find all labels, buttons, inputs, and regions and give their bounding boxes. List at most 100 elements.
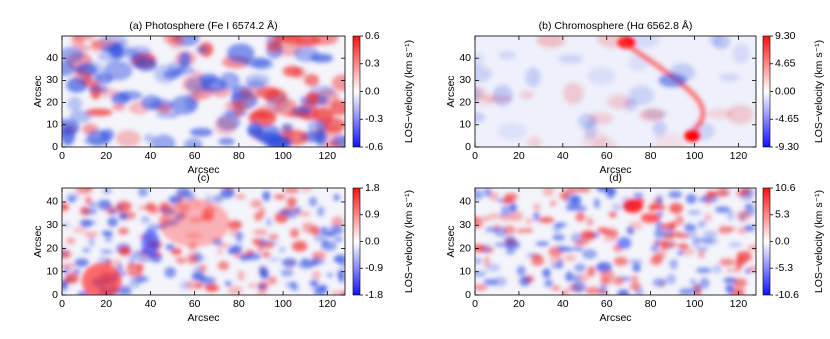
texture-blob <box>535 241 550 247</box>
plot-frame <box>61 35 346 148</box>
texture-blob <box>744 203 755 210</box>
texture-blob <box>239 87 260 101</box>
texture-blob <box>575 212 586 222</box>
texture-blob <box>574 263 586 273</box>
y-tick-label: 0 <box>52 141 58 153</box>
texture-blob <box>542 268 551 278</box>
texture-blob <box>289 228 300 238</box>
velocity-map <box>62 36 345 147</box>
colorbar-label: LOS−velocity (km s⁻¹) <box>813 190 825 293</box>
texture-blob <box>131 250 143 259</box>
texture-blob <box>176 65 195 76</box>
texture-blob <box>107 217 119 227</box>
texture-blob <box>536 36 566 48</box>
texture-blob <box>118 213 128 221</box>
texture-blob <box>140 95 163 111</box>
colorbar-label: LOS−velocity (km s⁻¹) <box>813 40 825 143</box>
x-tick-label: 40 <box>145 298 157 310</box>
x-tick-label: 0 <box>59 298 65 310</box>
texture-blob <box>519 276 531 287</box>
texture-blob <box>256 86 280 99</box>
texture-blob <box>667 241 678 248</box>
texture-blob <box>69 110 92 123</box>
texture-blob <box>151 134 176 147</box>
texture-blob <box>168 36 185 49</box>
texture-blob <box>262 241 275 249</box>
texture-blob <box>65 237 76 245</box>
texture-blob <box>163 70 182 79</box>
texture-blob <box>100 249 113 254</box>
texture-blob <box>654 228 667 239</box>
x-tick-label: 40 <box>557 150 569 162</box>
texture-blob <box>552 223 562 234</box>
velocity-map <box>475 36 756 147</box>
texture-blob <box>300 257 310 265</box>
texture-blob <box>79 206 91 216</box>
colorbar-tick-label: 0.9 <box>365 209 380 221</box>
texture-blob <box>116 264 123 271</box>
texture-blob <box>501 199 515 204</box>
texture-blob <box>326 272 334 278</box>
texture-blob <box>498 123 527 140</box>
texture-blob <box>485 247 494 253</box>
texture-blob <box>259 268 269 280</box>
texture-blob <box>742 189 756 196</box>
texture-blob <box>118 246 132 256</box>
plot-frame <box>474 187 757 296</box>
x-axis-label: Arcsec <box>187 164 219 176</box>
texture-blob <box>229 245 242 252</box>
texture-blob <box>706 109 734 119</box>
texture-blob <box>733 277 748 287</box>
texture-blob <box>244 73 270 89</box>
texture-blob <box>475 65 492 83</box>
texture-blob <box>684 223 693 228</box>
texture-blob <box>678 288 695 295</box>
texture-blob <box>699 277 710 289</box>
texture-blob <box>84 188 94 193</box>
texture-blob <box>331 74 345 92</box>
panel-title: (a) Photosphere (Fe I 6574.2 Å) <box>129 19 277 32</box>
texture-blob <box>494 226 507 237</box>
texture-blob <box>498 50 516 60</box>
texture-blob <box>475 112 486 123</box>
texture-blob <box>677 243 689 249</box>
texture-blob <box>286 196 297 207</box>
feature <box>81 263 122 295</box>
x-tick-label: 120 <box>319 298 337 310</box>
texture-blob <box>117 90 143 101</box>
colorbar-tick-label: -1.8 <box>365 289 383 301</box>
texture-blob <box>582 249 597 260</box>
colorbar-tick-label: 9.30 <box>775 30 796 42</box>
texture-blob <box>143 133 155 143</box>
texture-blob <box>520 90 535 99</box>
texture-blob <box>309 279 319 287</box>
feature <box>617 237 632 249</box>
texture-blob <box>669 258 678 270</box>
texture-blob <box>91 88 120 98</box>
texture-blob <box>311 270 321 280</box>
texture-blob <box>561 190 569 201</box>
texture-blob <box>320 240 337 251</box>
texture-blob <box>296 211 311 217</box>
texture-blob <box>67 96 83 112</box>
colorbar-tick-label: -4.65 <box>775 113 799 125</box>
texture-blob <box>164 266 177 278</box>
texture-blob <box>558 54 584 64</box>
texture-blob <box>475 86 482 102</box>
texture-blob <box>220 188 235 199</box>
texture-blob <box>542 188 555 197</box>
texture-blob <box>224 281 232 286</box>
texture-blob <box>88 236 95 247</box>
texture-blob <box>97 199 112 211</box>
x-axis-label: Arcsec <box>599 312 631 324</box>
texture-blob <box>62 203 70 212</box>
texture-blob <box>629 36 660 49</box>
texture-blob <box>698 237 714 244</box>
y-tick-label: 10 <box>46 119 58 131</box>
texture-blob <box>212 194 224 204</box>
x-tick-label: 20 <box>100 298 112 310</box>
texture-blob <box>187 253 198 265</box>
texture-blob <box>654 133 685 147</box>
texture-blob <box>117 227 129 235</box>
texture-blob <box>592 136 617 147</box>
